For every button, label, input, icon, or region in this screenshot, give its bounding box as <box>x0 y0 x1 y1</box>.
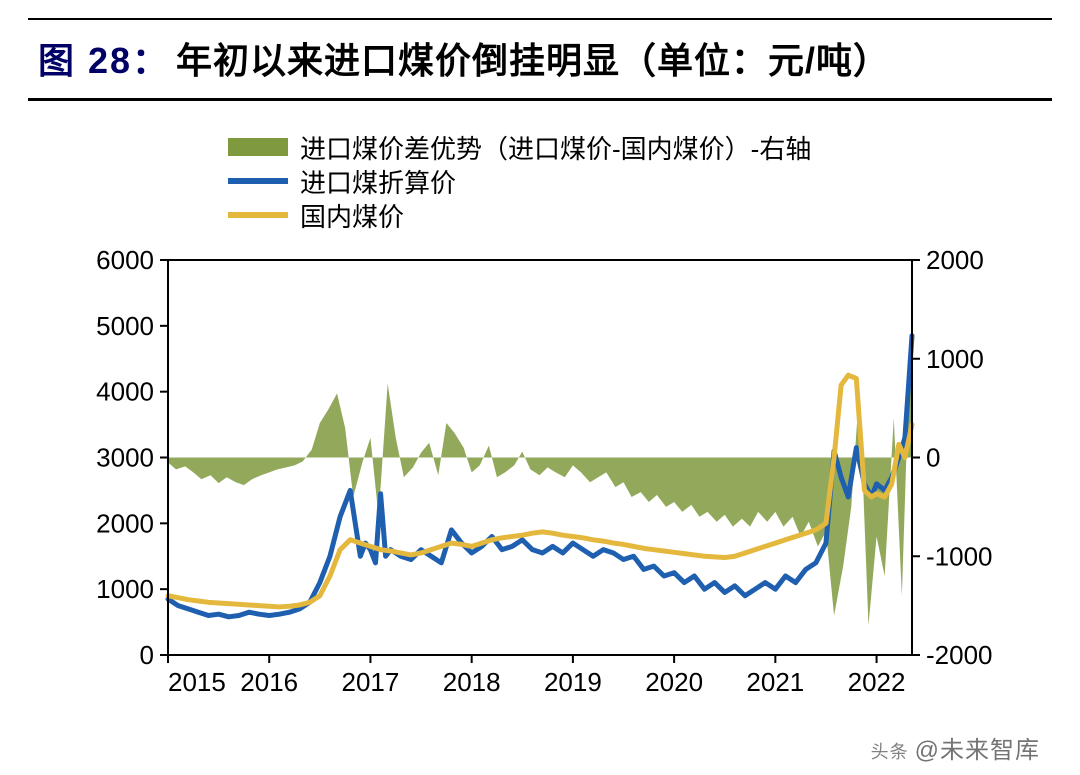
svg-text:-2000: -2000 <box>926 640 992 670</box>
svg-text:2019: 2019 <box>544 667 602 697</box>
svg-text:3000: 3000 <box>96 443 154 473</box>
svg-text:2000: 2000 <box>96 508 154 538</box>
svg-text:6000: 6000 <box>96 250 154 275</box>
watermark-text: @未来智库 <box>915 737 1040 764</box>
svg-text:2016: 2016 <box>240 667 298 697</box>
svg-text:1000: 1000 <box>926 344 984 374</box>
legend-item-line: 进口煤折算价 <box>228 164 811 198</box>
svg-text:1000: 1000 <box>96 574 154 604</box>
legend-swatch-line <box>228 178 288 184</box>
svg-text:2020: 2020 <box>645 667 703 697</box>
title-text: 年初以来进口煤价倒挂明显（单位：元/吨） <box>176 40 890 81</box>
svg-text:0: 0 <box>140 640 154 670</box>
svg-text:2000: 2000 <box>926 250 984 275</box>
chart-svg: 0 1000 2000 3000 4000 5000 6000 -2000 -1000 0 1000… <box>88 250 992 705</box>
watermark-prefix: 头条 <box>871 742 909 762</box>
svg-text:5000: 5000 <box>96 311 154 341</box>
svg-text:-1000: -1000 <box>926 541 992 571</box>
chart-frame: 图 28：年初以来进口煤价倒挂明显（单位：元/吨） 进口煤价差优势（进口煤价-国… <box>28 18 1052 715</box>
legend-swatch-area <box>228 138 288 156</box>
title-prefix: 图 28： <box>38 40 170 81</box>
legend-label: 国内煤价 <box>300 197 404 234</box>
legend-item-line: 国内煤价 <box>228 198 811 232</box>
svg-text:2018: 2018 <box>443 667 501 697</box>
legend-item-area: 进口煤价差优势（进口煤价-国内煤价）-右轴 <box>228 130 811 164</box>
chart-area: 0 1000 2000 3000 4000 5000 6000 -2000 -1000 0 1000… <box>88 250 992 705</box>
svg-text:4000: 4000 <box>96 377 154 407</box>
chart-title-row: 图 28：年初以来进口煤价倒挂明显（单位：元/吨） <box>28 20 1052 101</box>
svg-text:2017: 2017 <box>342 667 400 697</box>
watermark: 头条 @未来智库 <box>871 730 1040 765</box>
svg-text:2022: 2022 <box>848 667 906 697</box>
legend-label: 进口煤价差优势（进口煤价-国内煤价）-右轴 <box>300 129 811 166</box>
legend-label: 进口煤折算价 <box>300 163 456 200</box>
legend-swatch-line <box>228 212 288 218</box>
svg-text:2021: 2021 <box>746 667 804 697</box>
svg-text:2015: 2015 <box>168 667 226 697</box>
legend: 进口煤价差优势（进口煤价-国内煤价）-右轴 进口煤折算价 国内煤价 <box>228 130 811 232</box>
svg-text:0: 0 <box>926 443 940 473</box>
